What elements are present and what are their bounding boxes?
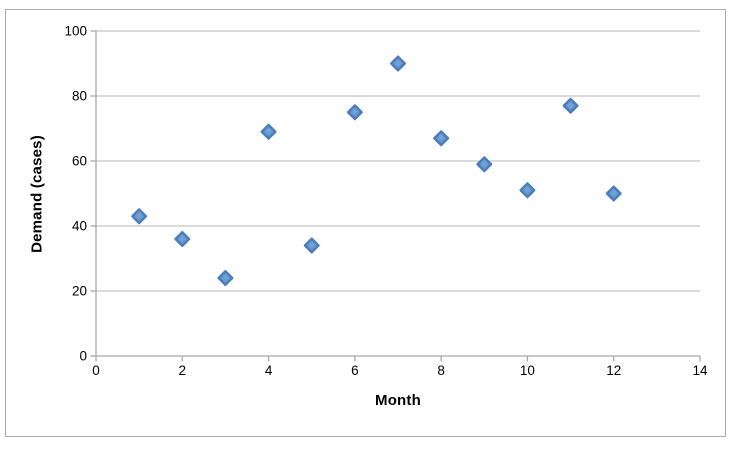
y-tick-label: 100 [64,24,87,39]
axes [90,30,701,362]
y-tick-label: 20 [72,284,87,299]
data-point [562,97,579,114]
tick-labels: 0 20 40 60 80 100 0 2 4 6 8 10 12 14 [64,24,708,379]
x-tick-label: 2 [179,363,187,378]
x-tick-label: 8 [437,363,445,378]
data-point [476,156,493,173]
y-tick-label: 60 [72,154,87,169]
data-point [346,104,363,121]
x-tick-label: 12 [606,363,621,378]
x-tick-label: 4 [265,363,273,378]
data-point [174,231,191,247]
y-tick-label: 80 [72,89,87,104]
data-point [519,182,536,199]
data-point [390,55,406,72]
data-point [605,185,622,202]
data-points [131,55,622,286]
data-point [131,208,148,225]
x-tick-label: 14 [692,363,708,378]
x-axis-title: Month [375,392,421,409]
chart-frame [5,9,726,437]
gridlines [96,30,700,292]
data-point [433,130,450,147]
x-tick-label: 0 [92,363,100,378]
x-tick-label: 6 [351,363,359,378]
x-tick-label: 10 [520,363,535,378]
y-axis-title: Demand (cases) [28,135,46,253]
data-point [217,270,234,286]
data-point [303,237,320,254]
y-tick-label: 40 [72,219,87,234]
y-tick-label: 0 [79,349,87,364]
data-point [260,123,277,140]
